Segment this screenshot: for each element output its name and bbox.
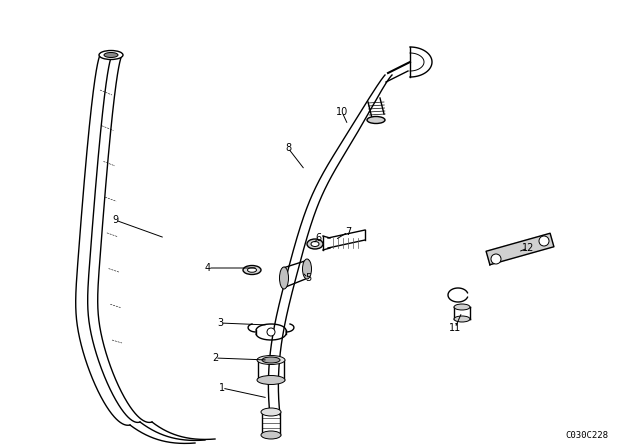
Text: 3: 3 [217, 318, 223, 328]
Text: 1: 1 [219, 383, 225, 393]
Ellipse shape [243, 266, 261, 275]
Ellipse shape [257, 356, 285, 365]
Ellipse shape [248, 268, 257, 272]
Ellipse shape [311, 241, 319, 246]
Ellipse shape [303, 259, 312, 279]
Text: 7: 7 [345, 227, 351, 237]
Ellipse shape [307, 239, 323, 249]
Ellipse shape [280, 267, 289, 289]
Text: 11: 11 [449, 323, 461, 333]
Text: 10: 10 [336, 107, 348, 117]
Text: C030C228: C030C228 [565, 431, 608, 440]
Ellipse shape [261, 408, 281, 416]
Text: 4: 4 [205, 263, 211, 273]
Text: 2: 2 [212, 353, 218, 363]
Ellipse shape [99, 51, 123, 60]
Circle shape [539, 236, 549, 246]
Ellipse shape [454, 316, 470, 322]
Text: 12: 12 [522, 243, 534, 253]
Text: 8: 8 [285, 143, 291, 153]
Circle shape [491, 254, 501, 264]
Ellipse shape [257, 375, 285, 384]
Text: 5: 5 [305, 273, 311, 283]
Ellipse shape [104, 52, 118, 57]
Text: 9: 9 [112, 215, 118, 225]
Polygon shape [486, 233, 554, 265]
Text: 6: 6 [315, 233, 321, 243]
Circle shape [267, 328, 275, 336]
Ellipse shape [454, 304, 470, 310]
Ellipse shape [261, 431, 281, 439]
Ellipse shape [262, 357, 280, 363]
Ellipse shape [367, 116, 385, 124]
